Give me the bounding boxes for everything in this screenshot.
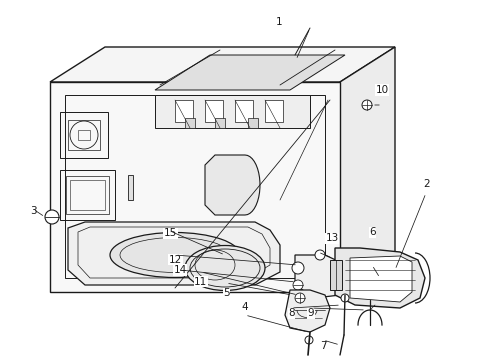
Ellipse shape (185, 246, 265, 291)
Circle shape (315, 250, 325, 260)
Polygon shape (265, 100, 283, 122)
Text: 2: 2 (423, 179, 430, 189)
Polygon shape (68, 222, 280, 285)
Polygon shape (285, 290, 330, 332)
Polygon shape (205, 155, 260, 215)
Polygon shape (205, 100, 223, 122)
Text: 8: 8 (288, 308, 295, 318)
Polygon shape (350, 256, 412, 302)
Polygon shape (155, 95, 310, 128)
Text: 11: 11 (194, 276, 208, 287)
Text: 4: 4 (242, 302, 248, 312)
Text: 14: 14 (173, 265, 187, 275)
Polygon shape (235, 100, 253, 122)
Circle shape (341, 294, 349, 302)
Polygon shape (330, 260, 342, 290)
Text: 3: 3 (30, 206, 37, 216)
Text: 9: 9 (308, 308, 315, 318)
Circle shape (45, 210, 59, 224)
Polygon shape (50, 82, 340, 292)
Polygon shape (128, 175, 133, 200)
Polygon shape (115, 55, 296, 79)
Text: 1: 1 (276, 17, 283, 27)
Polygon shape (340, 47, 395, 292)
Text: 10: 10 (376, 85, 389, 95)
Polygon shape (248, 118, 258, 128)
Text: 6: 6 (369, 227, 376, 237)
Circle shape (295, 293, 305, 303)
Text: 13: 13 (325, 233, 339, 243)
Polygon shape (335, 248, 425, 308)
Circle shape (293, 280, 303, 290)
Polygon shape (215, 118, 225, 128)
Text: 12: 12 (169, 255, 182, 265)
Circle shape (305, 336, 313, 344)
Polygon shape (175, 100, 193, 122)
Polygon shape (50, 47, 395, 82)
Text: 5: 5 (223, 288, 230, 298)
Text: 15: 15 (164, 228, 177, 238)
Ellipse shape (110, 233, 240, 278)
Polygon shape (155, 55, 345, 90)
Circle shape (292, 262, 304, 274)
Polygon shape (185, 118, 195, 128)
Polygon shape (295, 255, 345, 298)
Circle shape (362, 100, 372, 110)
Text: 7: 7 (320, 341, 327, 351)
